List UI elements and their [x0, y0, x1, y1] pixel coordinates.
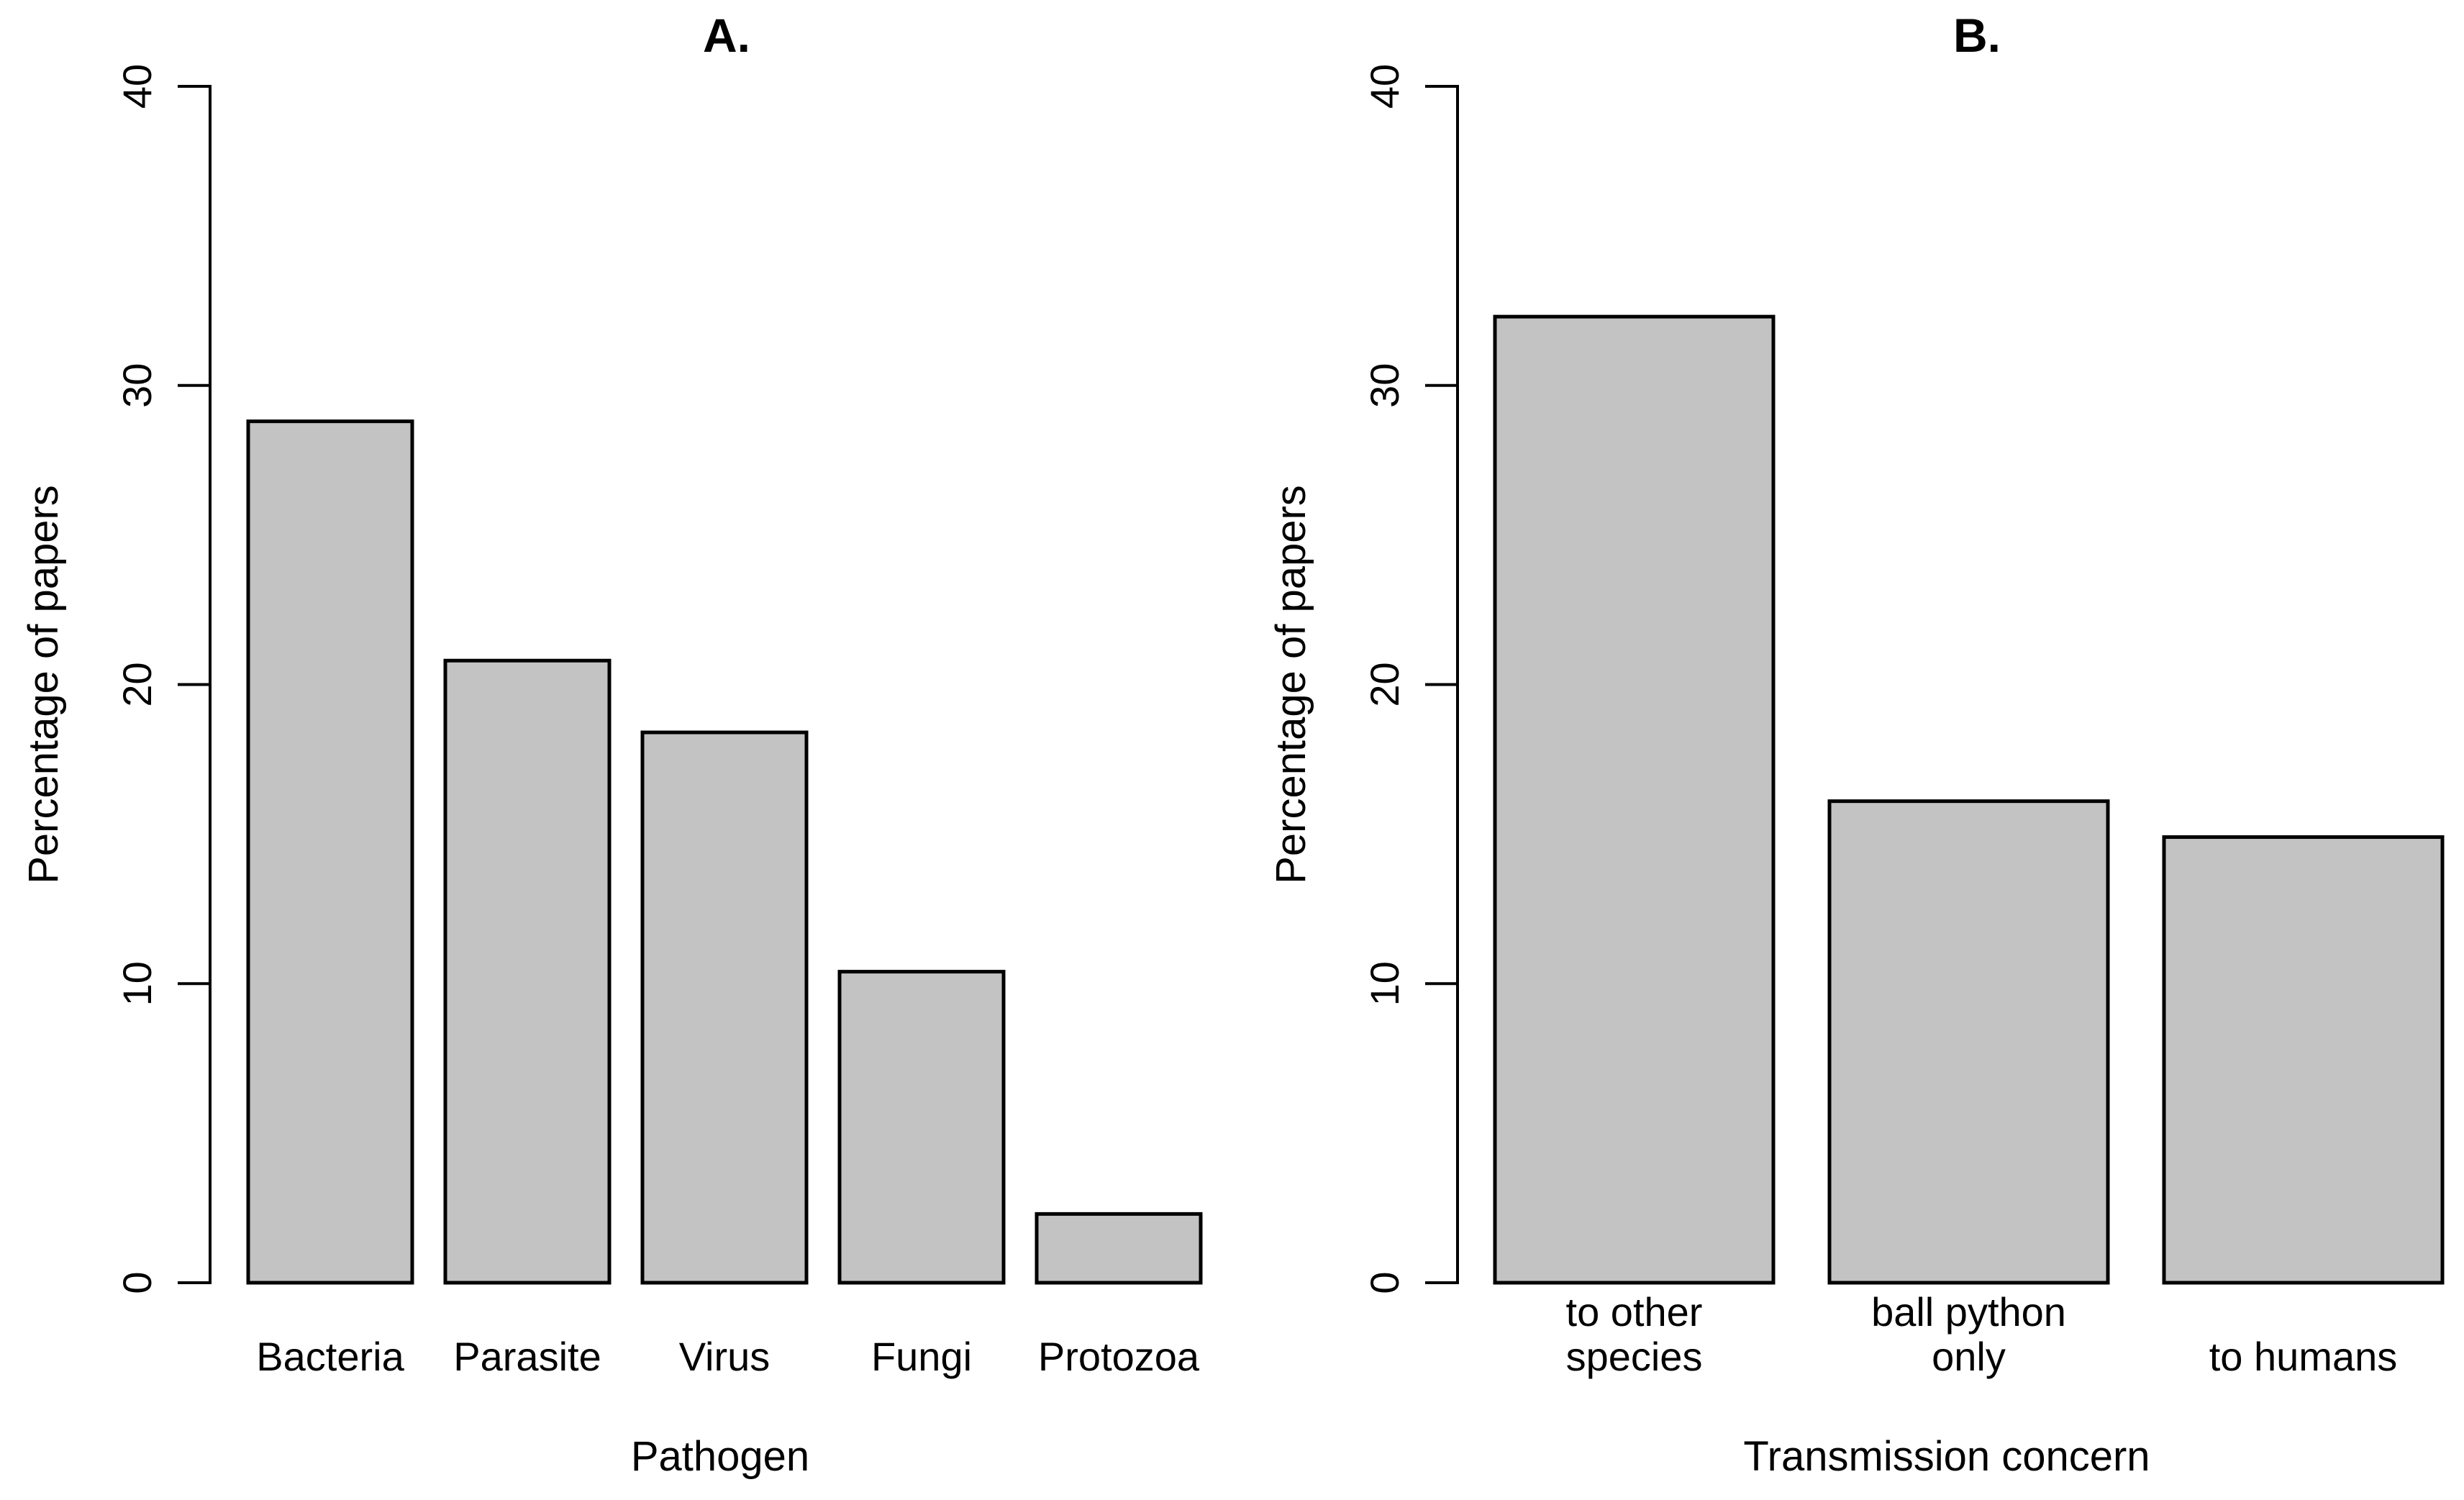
- category-label-to-other-species: to other species: [1566, 1289, 1703, 1379]
- y-tick-label-a-40: 40: [114, 64, 160, 109]
- category-label-to-humans: to humans: [2209, 1334, 2398, 1379]
- bar-to-other-species: [1493, 314, 1776, 1285]
- y-tick-label-a-0: 0: [114, 1271, 160, 1294]
- bar-parasite: [443, 658, 612, 1285]
- panel-b: B. 0 10 20 30 40 Percentage of papers to other s…: [1268, 9, 2445, 1480]
- panel-a: A. 0 10 20 30 40 Percentage of papers Bacteria P…: [20, 9, 1203, 1480]
- y-tick-label-a-30: 30: [114, 363, 160, 408]
- bar-fungi: [837, 970, 1006, 1285]
- y-tick-label-b-20: 20: [1362, 662, 1407, 706]
- category-label-parasite: Parasite: [453, 1334, 601, 1379]
- y-tick-label-b-10: 10: [1362, 961, 1407, 1006]
- x-axis-title-a: Pathogen: [631, 1433, 809, 1480]
- category-label-bacteria: Bacteria: [256, 1334, 404, 1379]
- bar-bacteria: [246, 419, 414, 1285]
- category-label-protozoa: Protozoa: [1038, 1334, 1200, 1379]
- category-label-virus: Virus: [679, 1334, 770, 1379]
- y-tick-label-b-40: 40: [1362, 64, 1407, 109]
- panel-title-a: A.: [703, 9, 750, 62]
- y-tick-label-b-30: 30: [1362, 363, 1407, 408]
- category-label-ball-python-only: ball python only: [1871, 1289, 2066, 1379]
- y-axis-title-a: Percentage of papers: [20, 485, 67, 884]
- y-axis-title-b: Percentage of papers: [1268, 485, 1314, 884]
- category-label-fungi: Fungi: [871, 1334, 972, 1379]
- bar-virus: [640, 730, 809, 1285]
- y-tick-label-a-10: 10: [114, 961, 160, 1006]
- x-axis-title-b: Transmission concern: [1743, 1433, 2150, 1480]
- bar-to-humans: [2162, 835, 2445, 1285]
- bar-protozoa: [1035, 1212, 1203, 1285]
- panel-title-b: B.: [1953, 9, 2001, 62]
- y-tick-label-a-20: 20: [114, 662, 160, 706]
- bar-ball-python-only: [1827, 799, 2110, 1285]
- y-tick-label-b-0: 0: [1362, 1271, 1407, 1294]
